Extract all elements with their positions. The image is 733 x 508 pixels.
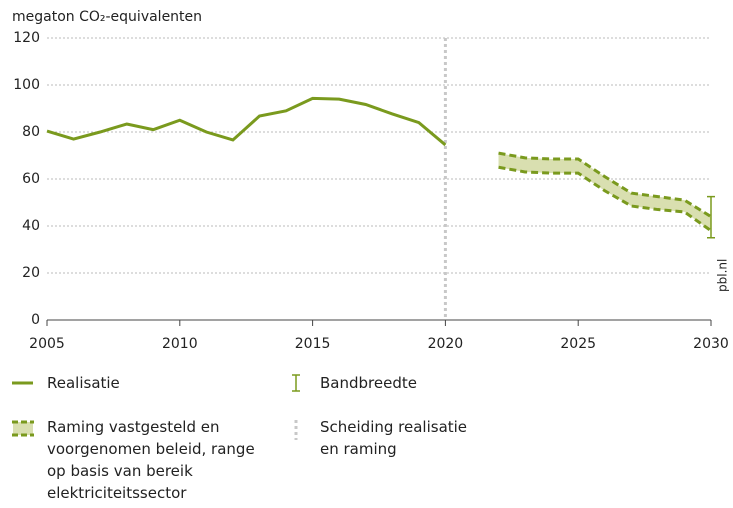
legend-label: Raming vastgesteld en voorgenomen beleid… bbox=[47, 418, 255, 502]
y-tick-label: 60 bbox=[22, 171, 40, 187]
y-tick-label: 0 bbox=[31, 312, 40, 328]
x-tick-label: 2030 bbox=[693, 336, 729, 352]
band-upper bbox=[498, 151, 712, 218]
x-tick-label: 2025 bbox=[560, 336, 596, 352]
legend-band-icon bbox=[13, 422, 33, 435]
y-tick-label: 40 bbox=[22, 218, 40, 234]
x-tick-label: 2020 bbox=[428, 336, 464, 352]
watermark: pbl.nl bbox=[716, 259, 730, 292]
y-tick-label: 80 bbox=[22, 124, 40, 140]
x-tick-label: 2015 bbox=[295, 336, 331, 352]
y-axis-label: megaton CO₂-equivalenten bbox=[12, 9, 202, 25]
x-tick-label: 2005 bbox=[29, 336, 65, 352]
series-line bbox=[46, 96, 447, 147]
x-tick-label: 2010 bbox=[162, 336, 198, 352]
legend-label: Realisatie bbox=[47, 374, 120, 392]
y-tick-label: 100 bbox=[13, 77, 40, 93]
band-area bbox=[498, 153, 711, 231]
y-tick-label: 120 bbox=[13, 30, 40, 46]
band-lower bbox=[498, 165, 712, 232]
y-tick-label: 20 bbox=[22, 265, 40, 281]
legend-label: Scheiding realisatie en raming bbox=[320, 418, 468, 458]
legend-label: Bandbreedte bbox=[320, 374, 417, 392]
